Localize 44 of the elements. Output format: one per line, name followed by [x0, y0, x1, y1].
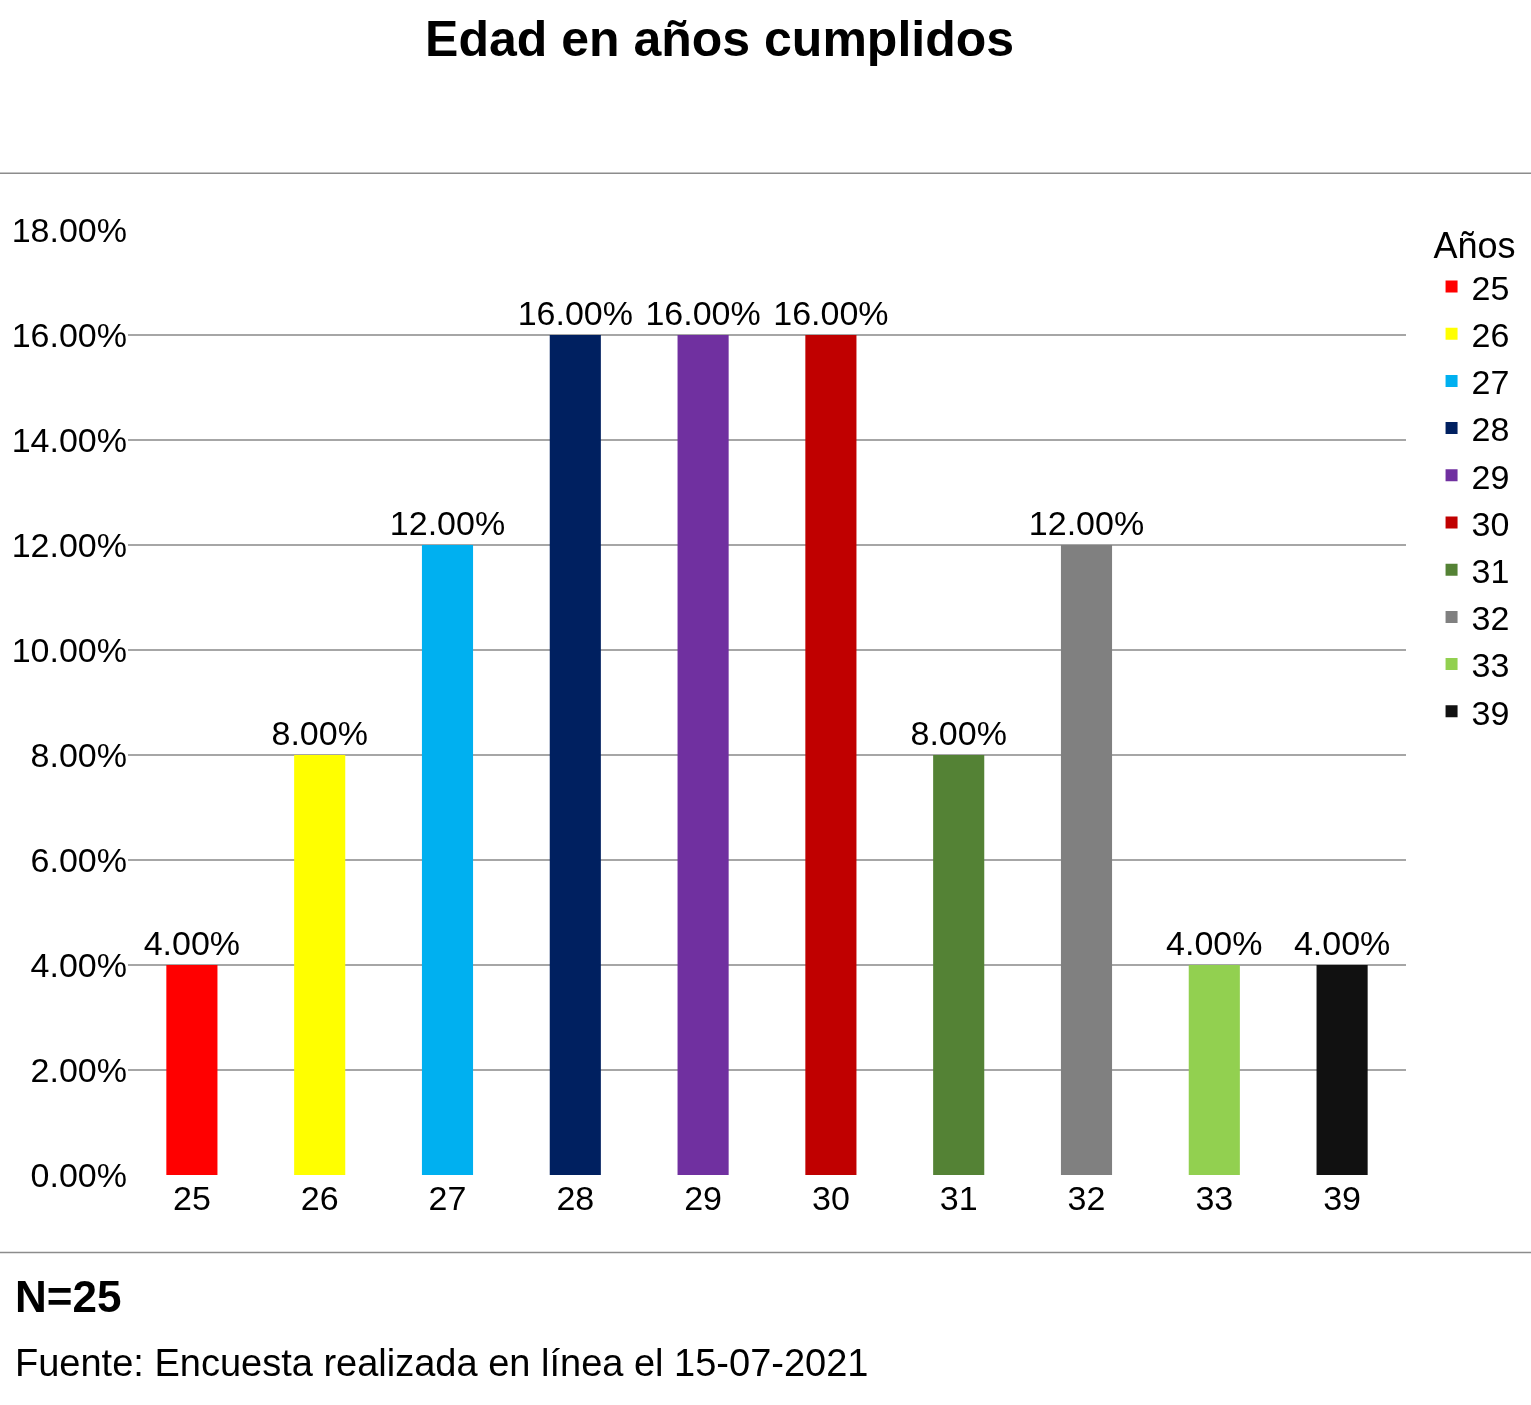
legend-label: 30	[1471, 504, 1510, 543]
y-tick-label: 8.00%	[30, 735, 127, 774]
y-tick-label: 18.00%	[11, 210, 127, 249]
x-tick-label: 39	[1323, 1179, 1362, 1217]
y-tick-label: 2.00%	[30, 1050, 127, 1089]
text: N=25	[15, 1272, 122, 1321]
y-tick-label: 14.00%	[11, 420, 127, 459]
x-tick-label: 31	[939, 1179, 978, 1217]
data-label: 16.00%	[645, 294, 761, 332]
data-label: 4.00%	[143, 924, 241, 962]
y-tick-label: 10.00%	[11, 630, 127, 669]
legend-label: 27	[1471, 363, 1510, 402]
x-tick-label: 29	[684, 1179, 723, 1217]
legend-label: 33	[1471, 646, 1510, 685]
data-label: 12.00%	[389, 504, 506, 542]
x-tick-label: 25	[172, 1179, 211, 1217]
x-tick-label: 30	[811, 1179, 850, 1217]
legend-label: 28	[1471, 410, 1510, 449]
legend-label: 31	[1471, 551, 1510, 590]
y-tick-label: 6.00%	[30, 840, 127, 879]
data-label: 4.00%	[1166, 924, 1263, 962]
x-tick-label: 28	[556, 1179, 595, 1217]
data-label: 16.00%	[517, 294, 633, 332]
data-label: 8.00%	[910, 714, 1007, 752]
legend-title: Años	[1433, 224, 1516, 266]
data-label: 4.00%	[1293, 924, 1391, 962]
legend-label: 29	[1471, 457, 1510, 496]
y-tick-label: 0.00%	[30, 1155, 127, 1194]
x-tick-label: 27	[428, 1179, 467, 1217]
legend-label: 25	[1471, 268, 1510, 307]
y-tick-label: 12.00%	[11, 525, 127, 564]
y-tick-label: 16.00%	[11, 315, 127, 354]
chart-title: Edad en años cumplidos	[425, 11, 1015, 68]
legend-label: 26	[1471, 315, 1510, 354]
data-label: 12.00%	[1028, 504, 1145, 542]
data-label: 16.00%	[773, 294, 889, 332]
x-tick-label: 33	[1195, 1179, 1234, 1217]
legend-label: 39	[1471, 693, 1510, 732]
data-label: 8.00%	[271, 714, 368, 752]
y-tick-label: 4.00%	[30, 945, 127, 984]
legend-label: 32	[1471, 599, 1510, 638]
source-note: Fuente: Encuesta realizada en línea el 15-07-2021	[15, 1342, 869, 1384]
x-tick-label: 32	[1067, 1179, 1106, 1217]
x-tick-label: 26	[300, 1179, 339, 1217]
